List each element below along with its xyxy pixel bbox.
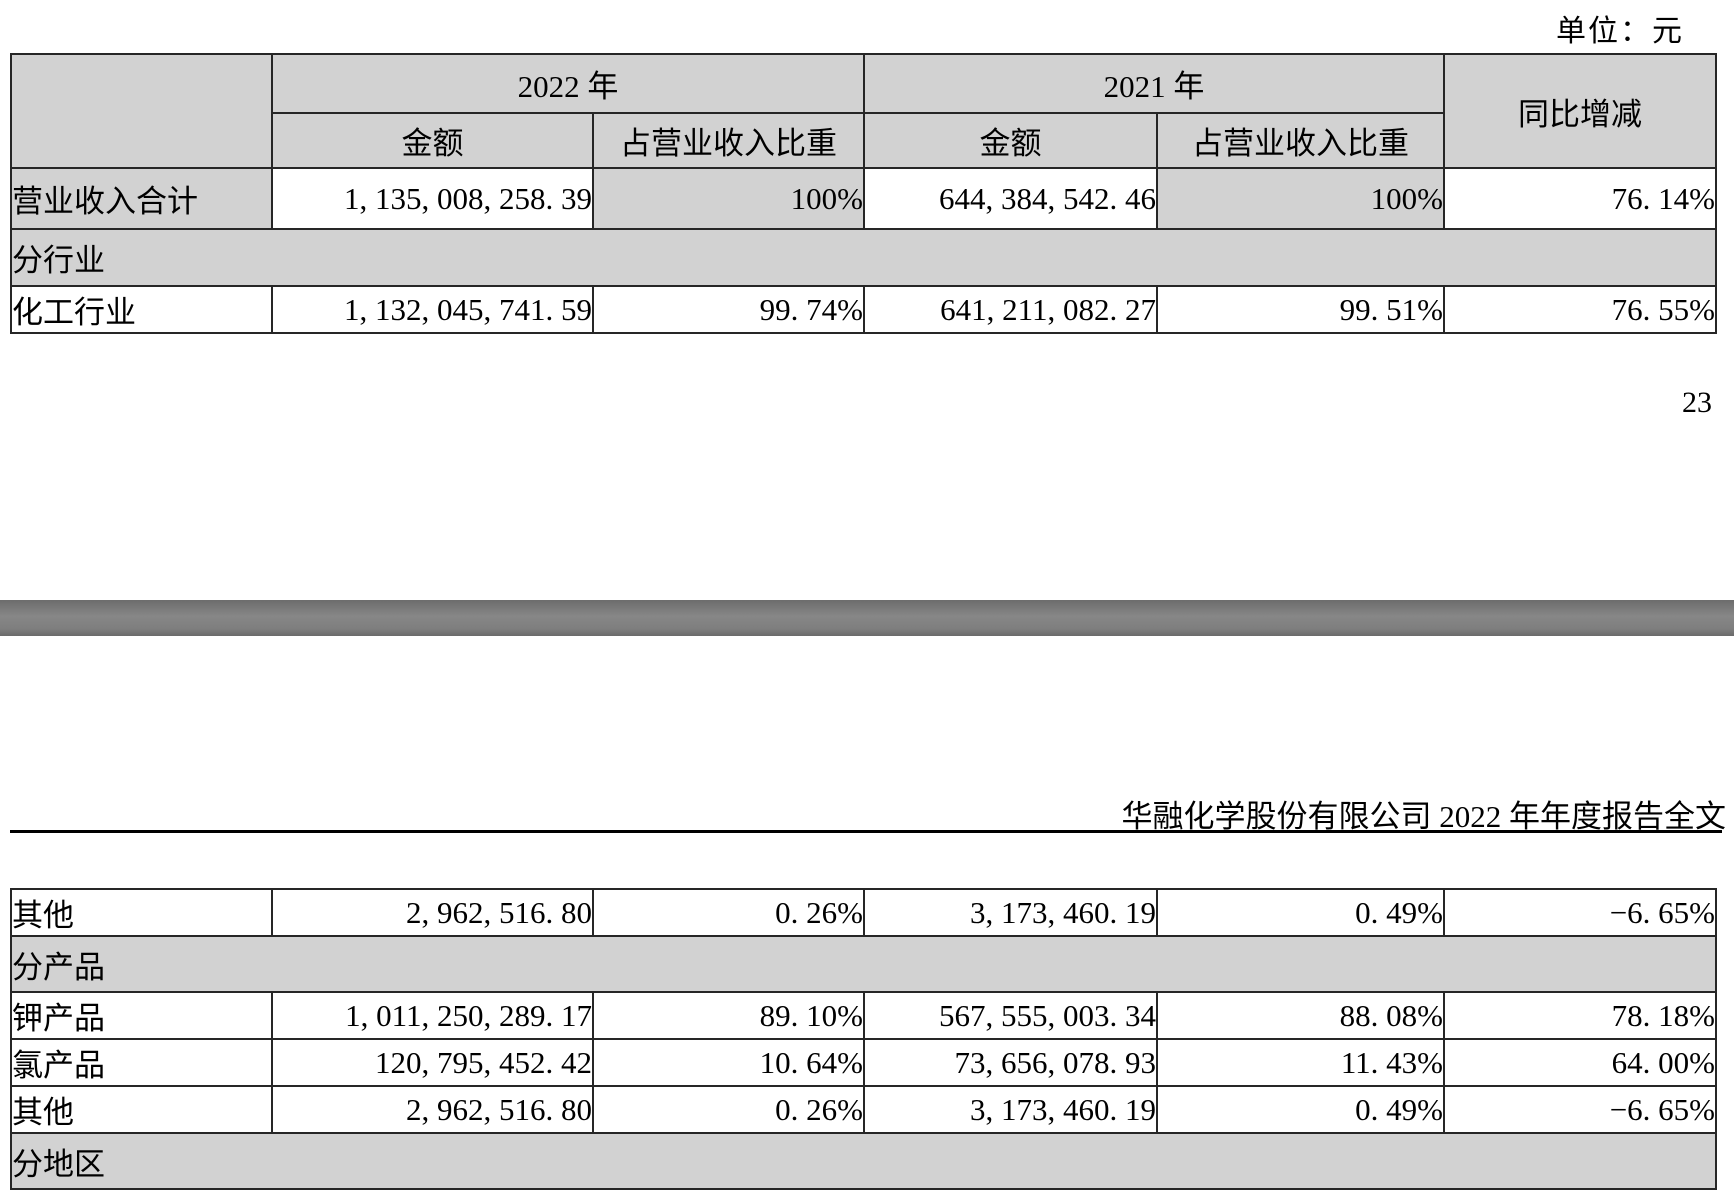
amount-2021: 641, 211, 082. 27 — [863, 285, 1158, 334]
share-2022: 0. 26% — [592, 1085, 865, 1134]
header-share-2022: 占营业收入比重 — [592, 112, 865, 169]
share-2021: 100% — [1156, 167, 1445, 230]
header-share-2021: 占营业收入比重 — [1156, 112, 1445, 169]
amount-2022: 2, 962, 516. 80 — [271, 888, 594, 937]
share-2021: 99. 51% — [1156, 285, 1445, 334]
share-2022: 0. 26% — [592, 888, 865, 937]
share-2021: 88. 08% — [1156, 991, 1445, 1040]
table-row-potassium-products: 钾产品 1, 011, 250, 289. 17 89. 10% 567, 55… — [10, 991, 1717, 1040]
amount-2021: 73, 656, 078. 93 — [863, 1038, 1158, 1087]
amount-2021: 3, 173, 460. 19 — [863, 888, 1158, 937]
amount-2021: 567, 555, 003. 34 — [863, 991, 1158, 1040]
amount-2022: 1, 132, 045, 741. 59 — [271, 285, 594, 334]
table-section-by-product: 分产品 — [10, 935, 1717, 993]
share-2021: 0. 49% — [1156, 1085, 1445, 1134]
revenue-summary-table: 2022 年 2021 年 同比增减 金额 占营业收入比重 金额 占营业收入比重… — [10, 53, 1717, 334]
table-row-other-industry: 其他 2, 962, 516. 80 0. 26% 3, 173, 460. 1… — [10, 888, 1717, 937]
table-row-total-revenue: 营业收入合计 1, 135, 008, 258. 39 100% 644, 38… — [10, 167, 1717, 230]
revenue-breakdown-table: 其他 2, 962, 516. 80 0. 26% 3, 173, 460. 1… — [10, 888, 1717, 1190]
table-header-row-metrics: 金额 占营业收入比重 金额 占营业收入比重 — [11, 112, 1716, 169]
table-row-chemical-industry: 化工行业 1, 132, 045, 741. 59 99. 74% 641, 2… — [10, 285, 1717, 334]
amount-2022: 2, 962, 516. 80 — [271, 1085, 594, 1134]
yoy-change: 64. 00% — [1443, 1038, 1717, 1087]
row-label: 其他 — [10, 1085, 273, 1134]
section-label: 分地区 — [10, 1132, 1717, 1190]
table-section-by-industry: 分行业 — [10, 228, 1717, 287]
amount-2021: 3, 173, 460. 19 — [863, 1085, 1158, 1134]
share-2022: 89. 10% — [592, 991, 865, 1040]
table-row-other-product: 其他 2, 962, 516. 80 0. 26% 3, 173, 460. 1… — [10, 1085, 1717, 1134]
header-year-2022: 2022 年 — [271, 53, 865, 114]
share-2022: 100% — [592, 167, 865, 230]
table-row-chlorine-products: 氯产品 120, 795, 452. 42 10. 64% 73, 656, 0… — [10, 1038, 1717, 1087]
share-2022: 10. 64% — [592, 1038, 865, 1087]
amount-2022: 1, 135, 008, 258. 39 — [271, 167, 594, 230]
page-number: 23 — [1682, 386, 1712, 419]
yoy-change: 78. 18% — [1443, 991, 1717, 1040]
row-label: 化工行业 — [10, 285, 273, 334]
yoy-change: −6. 65% — [1443, 1085, 1717, 1134]
row-label: 钾产品 — [10, 991, 273, 1040]
row-label: 其他 — [10, 888, 273, 937]
amount-2022: 120, 795, 452. 42 — [271, 1038, 594, 1087]
header-year-2021: 2021 年 — [863, 53, 1445, 114]
report-header-title: 华融化学股份有限公司 2022 年年度报告全文 — [1121, 799, 1727, 834]
amount-2022: 1, 011, 250, 289. 17 — [271, 991, 594, 1040]
page-separator-bar — [0, 600, 1734, 636]
yoy-change: −6. 65% — [1443, 888, 1717, 937]
header-empty-cell — [10, 53, 273, 169]
table-section-by-region: 分地区 — [10, 1132, 1717, 1190]
section-label: 分产品 — [10, 935, 1717, 993]
header-yoy-change: 同比增减 — [1443, 53, 1717, 169]
report-header-rule — [10, 830, 1722, 833]
share-2021: 11. 43% — [1156, 1038, 1445, 1087]
header-amount-2022: 金额 — [271, 112, 594, 169]
amount-2021: 644, 384, 542. 46 — [863, 167, 1158, 230]
section-label: 分行业 — [10, 228, 1717, 287]
share-2022: 99. 74% — [592, 285, 865, 334]
yoy-change: 76. 55% — [1443, 285, 1717, 334]
unit-label: 单位：元 — [1556, 15, 1684, 48]
yoy-change: 76. 14% — [1443, 167, 1717, 230]
row-label: 营业收入合计 — [10, 167, 273, 230]
table-header-row-years: 2022 年 2021 年 同比增减 — [10, 53, 1717, 169]
header-amount-2021: 金额 — [863, 112, 1158, 169]
row-label: 氯产品 — [10, 1038, 273, 1087]
share-2021: 0. 49% — [1156, 888, 1445, 937]
